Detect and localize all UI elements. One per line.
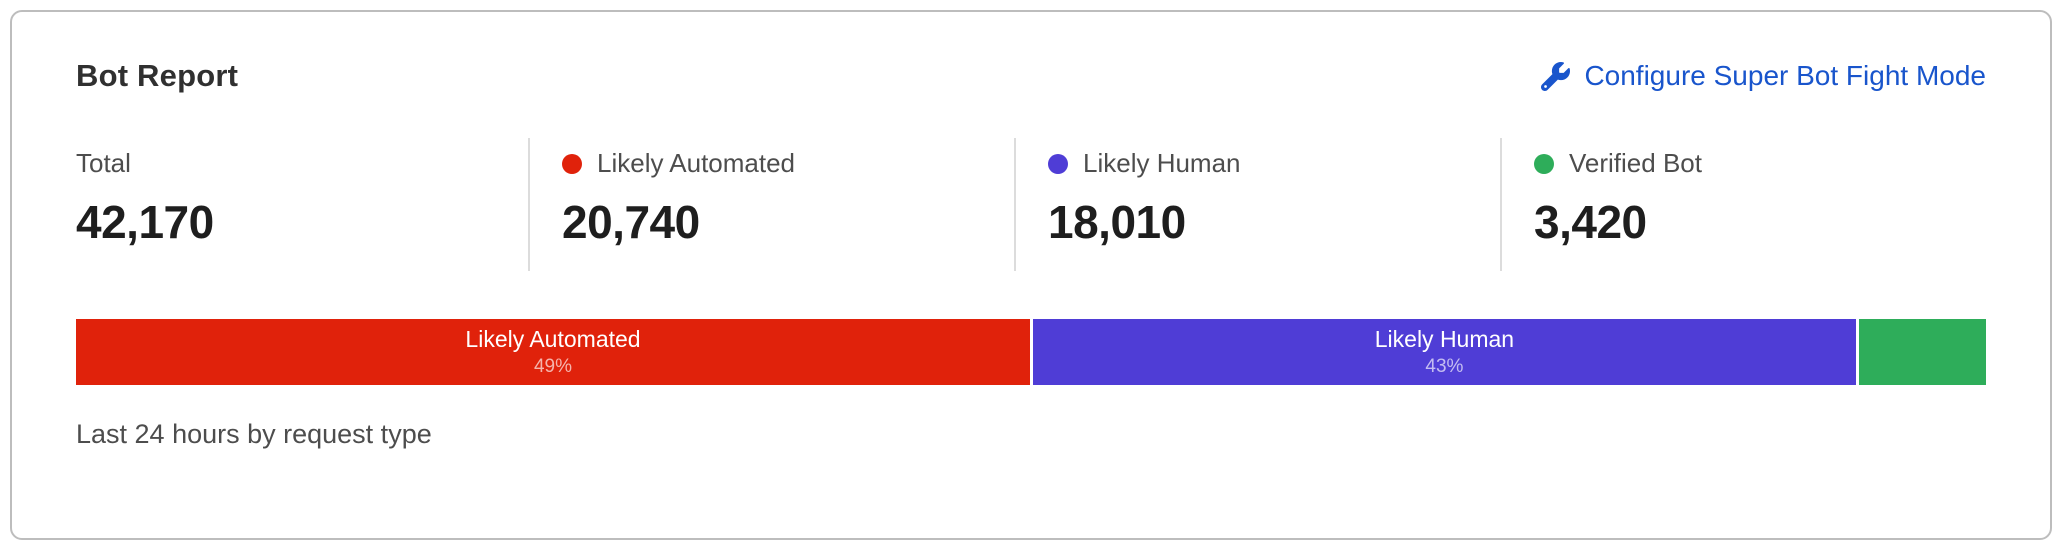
bar-segment-likely-human-label: Likely Human xyxy=(1374,326,1515,353)
stat-likely-human-label: Likely Human xyxy=(1083,148,1241,178)
stat-verified-bot: Verified Bot 3,420 xyxy=(1500,138,1986,271)
stat-total-label: Total xyxy=(76,148,131,178)
configure-link-label: Configure Super Bot Fight Mode xyxy=(1584,60,1986,91)
likely-automated-legend-dot xyxy=(562,153,582,174)
stat-likely-automated-value: 20,740 xyxy=(562,196,700,248)
stat-total-value: 42,170 xyxy=(76,196,214,248)
configure-super-bot-fight-mode-link[interactable]: Configure Super Bot Fight Mode xyxy=(1541,60,1986,92)
stat-likely-automated: Likely Automated 20,740 xyxy=(528,138,1014,271)
stat-likely-human-value: 18,010 xyxy=(1048,196,1186,248)
stat-likely-automated-label: Likely Automated xyxy=(597,148,796,178)
chart-caption: Last 24 hours by request type xyxy=(76,419,432,449)
card-header: Bot Report Configure Super Bot Fight Mod… xyxy=(76,58,1986,94)
verified-bot-legend-dot xyxy=(1534,153,1554,174)
stats-row: Total 42,170 Likely Automated 20,740 Lik… xyxy=(76,138,1986,271)
page-title: Bot Report xyxy=(76,58,239,93)
stat-verified-bot-value: 3,420 xyxy=(1534,196,1647,248)
bar-segment-likely-automated-label: Likely Automated xyxy=(465,326,641,353)
wrench-icon xyxy=(1541,61,1571,91)
stacked-bar-chart: Likely Automated 49% Likely Human 43% xyxy=(76,319,1986,385)
bar-segment-verified-bot xyxy=(1858,319,1986,385)
bar-segment-likely-human-percent: 43% xyxy=(1425,355,1464,377)
bar-segment-likely-automated: Likely Automated 49% xyxy=(76,319,1031,385)
bot-report-card: Bot Report Configure Super Bot Fight Mod… xyxy=(10,10,2052,540)
bar-segment-likely-human: Likely Human 43% xyxy=(1033,319,1856,385)
stat-total: Total 42,170 xyxy=(76,138,528,271)
likely-human-legend-dot xyxy=(1048,153,1068,174)
stat-verified-bot-label: Verified Bot xyxy=(1569,148,1702,178)
stat-likely-human: Likely Human 18,010 xyxy=(1014,138,1500,271)
bar-segment-likely-automated-percent: 49% xyxy=(533,355,573,377)
